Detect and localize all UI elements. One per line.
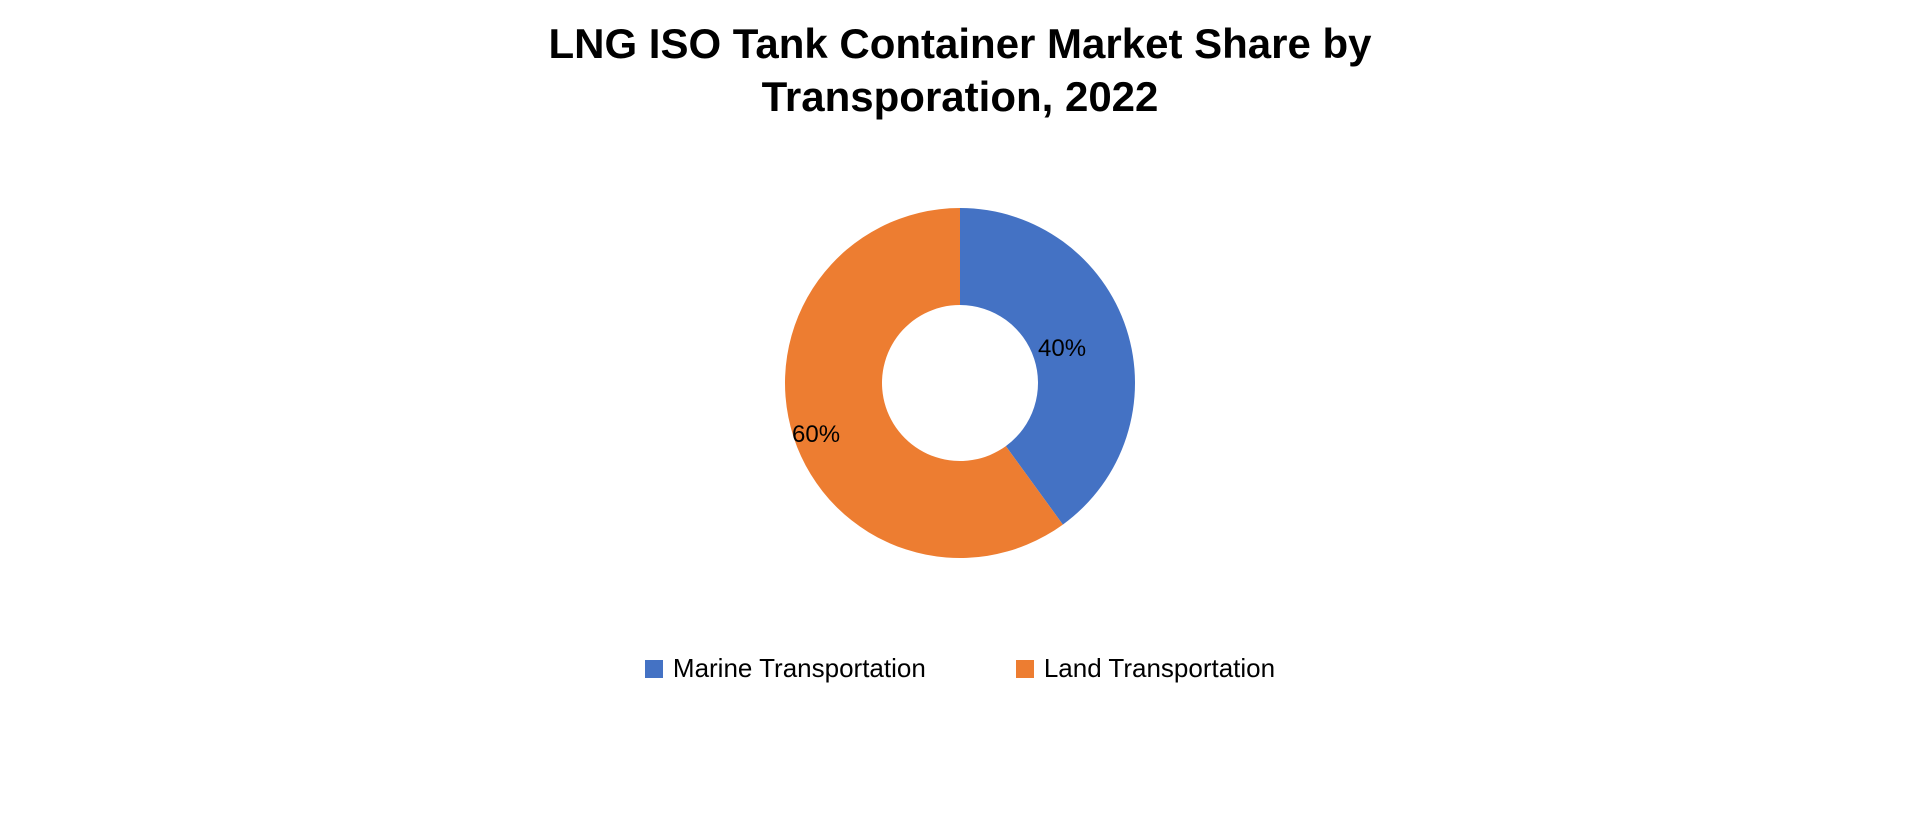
slice-label: 40% — [1038, 335, 1086, 363]
slice-label: 60% — [792, 421, 840, 449]
legend-item: Marine Transportation — [645, 653, 926, 684]
legend-swatch — [645, 660, 663, 678]
donut-chart: 40% 60% — [760, 183, 1160, 583]
legend: Marine Transportation Land Transportation — [645, 653, 1275, 684]
legend-swatch — [1016, 660, 1034, 678]
legend-item: Land Transportation — [1016, 653, 1275, 684]
legend-label: Land Transportation — [1044, 653, 1275, 684]
chart-title: LNG ISO Tank Container Market Share by T… — [410, 18, 1510, 123]
donut-svg — [760, 183, 1160, 583]
chart-container: LNG ISO Tank Container Market Share by T… — [0, 0, 1920, 818]
legend-label: Marine Transportation — [673, 653, 926, 684]
